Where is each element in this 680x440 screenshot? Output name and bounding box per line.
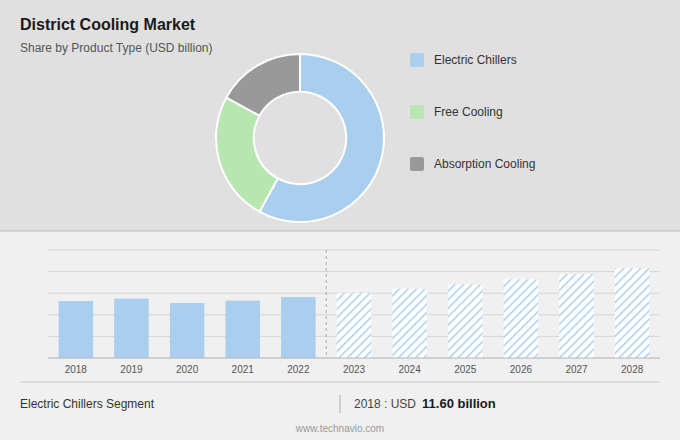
bar [281,297,315,358]
forecast-separator [326,250,327,358]
x-tick-label: 2019 [120,364,143,375]
x-tick-label: 2022 [287,364,310,375]
grid-line [48,358,660,359]
legend-label: Free Cooling [434,105,503,119]
footer-year: 2018 : USD [354,397,416,411]
x-tick-label: 2023 [343,364,366,375]
grid-line [48,250,660,251]
x-axis-line [48,358,660,359]
bar [59,301,93,358]
chart-svg: District Cooling Market Share by Product … [0,0,680,440]
bar [448,284,482,358]
x-tick-label: 2024 [399,364,422,375]
bar [170,303,204,358]
legend-swatch [410,157,424,171]
footer: Electric Chillers Segment 2018 : USD 11.60… [20,395,496,434]
bar [337,293,371,358]
background [0,0,680,440]
legend-label: Electric Chillers [434,53,517,67]
footer-label: Electric Chillers Segment [20,397,155,411]
bar [504,279,538,358]
title: District Cooling Market [20,16,196,33]
x-tick-label: 2020 [176,364,199,375]
donut-slice [226,54,300,116]
panel-separator [0,231,680,232]
x-tick-label: 2025 [454,364,477,375]
footer-url: www.technavio.com [295,423,384,434]
chart-root: District Cooling Market Share by Product … [0,0,680,440]
x-tick-label: 2026 [510,364,533,375]
footer-divider [340,395,341,413]
subtitle: Share by Product Type (USD billion) [20,41,213,55]
legend-label: Absorption Cooling [434,157,535,171]
bar [225,301,259,358]
donut-slice [216,98,278,212]
footer-value: 11.60 billion [422,396,496,411]
legend-swatch [410,53,424,67]
bars [59,268,650,358]
x-tick-label: 2018 [65,364,88,375]
footer-separator [20,382,660,383]
x-tick-label: 2027 [565,364,588,375]
grid [48,250,660,358]
x-tick-label: 2028 [621,364,644,375]
bar [114,299,148,358]
bar [615,268,649,358]
legend: Electric Chillers Free Cooling Absorption … [410,53,535,171]
bar [559,274,593,358]
grid-line [48,271,660,272]
bar [392,289,426,358]
top-panel [0,0,680,231]
donut [216,54,384,222]
x-tick-label: 2021 [232,364,255,375]
x-tick-labels: 2018 2019 2020 2021 2022 2023 2024 2025 2026 2027… [65,364,644,375]
legend-swatch [410,105,424,119]
